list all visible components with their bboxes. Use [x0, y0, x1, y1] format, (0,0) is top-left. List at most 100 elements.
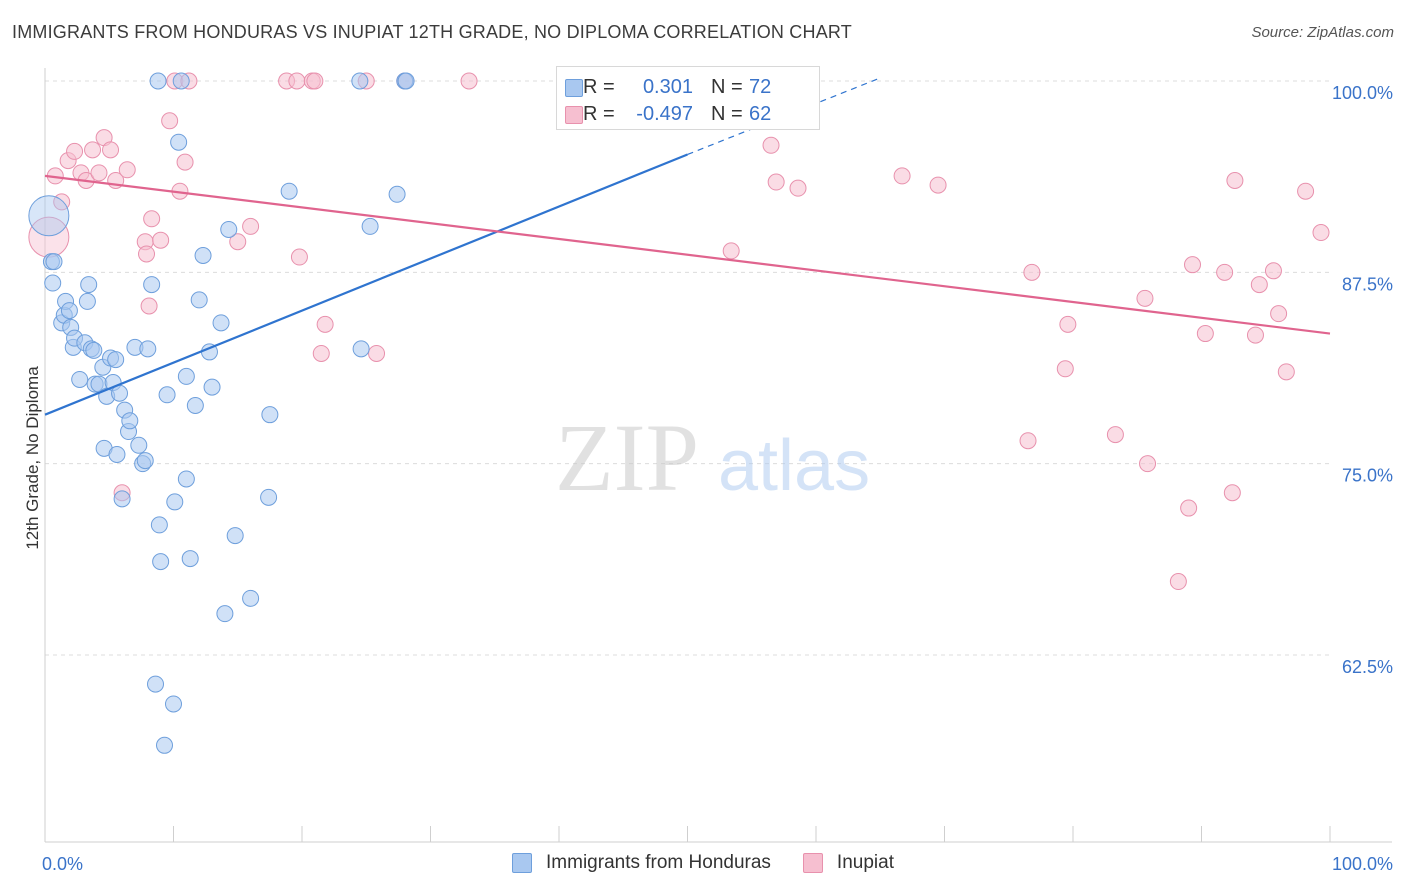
data-point: [1277, 363, 1295, 381]
legend-row-inupiat: R = -0.497 N = 62: [565, 99, 772, 129]
data-point: [156, 736, 174, 754]
data-point: [229, 233, 247, 251]
data-point: [1297, 182, 1315, 200]
legend-swatch-pink: [802, 853, 823, 873]
legend-label: Inupiat: [836, 852, 894, 873]
data-point: [186, 397, 204, 415]
legend-item-inupiat[interactable]: Inupiat: [802, 852, 894, 874]
data-point: [71, 370, 89, 388]
data-point: [368, 344, 386, 362]
data-point: [261, 406, 279, 424]
n-label: N =: [711, 75, 743, 98]
series-immigrants-from-honduras: [28, 72, 581, 754]
series-legend: Immigrants from Honduras Inupiat: [0, 852, 1406, 874]
y-tick-label: 62.5%: [1342, 657, 1393, 677]
data-point: [85, 341, 103, 359]
data-point: [152, 553, 170, 571]
data-point: [165, 695, 182, 713]
legend-label: Immigrants from Honduras: [546, 852, 771, 873]
data-point: [172, 72, 190, 90]
data-point: [203, 378, 221, 396]
data-point: [361, 217, 379, 235]
data-point: [893, 167, 911, 185]
data-point: [260, 488, 278, 506]
data-point: [78, 292, 96, 310]
data-point: [181, 550, 199, 568]
correlation-legend: R = 0.301 N = 72 R = -0.497 N = 62: [556, 66, 820, 130]
data-point: [290, 248, 308, 266]
data-point: [306, 72, 324, 90]
data-point: [136, 452, 154, 470]
data-point: [1059, 315, 1077, 333]
data-point: [45, 253, 63, 271]
data-point: [316, 315, 334, 333]
legend-swatch-blue: [512, 853, 533, 873]
data-point: [1216, 263, 1234, 281]
data-point: [1226, 171, 1244, 189]
legend-item-honduras[interactable]: Immigrants from Honduras: [512, 852, 771, 874]
data-point: [1136, 289, 1154, 307]
data-point: [130, 436, 148, 454]
chart-title: IMMIGRANTS FROM HONDURAS VS INUPIAT 12TH…: [12, 22, 852, 42]
data-point: [140, 297, 158, 315]
data-point: [1139, 455, 1157, 473]
data-point: [1023, 263, 1041, 281]
data-point: [177, 367, 195, 385]
data-point: [351, 72, 369, 90]
data-point: [1270, 305, 1288, 323]
watermark-atlas: atlas: [718, 426, 870, 506]
r-label: R =: [583, 102, 615, 125]
data-point: [90, 164, 108, 182]
data-point: [166, 493, 184, 511]
data-point: [80, 276, 98, 294]
data-point: [1184, 256, 1202, 274]
data-point: [44, 274, 62, 292]
y-tick-label: 75.0%: [1342, 466, 1393, 486]
data-point: [288, 72, 306, 90]
data-point: [767, 173, 785, 191]
data-point: [1180, 499, 1198, 517]
source-label: Source: ZipAtlas.com: [1251, 24, 1394, 41]
data-point: [66, 142, 84, 160]
legend-swatch-pink: [565, 106, 583, 124]
data-point: [1223, 484, 1241, 502]
data-point: [1106, 426, 1124, 444]
data-point: [216, 605, 234, 623]
data-point: [108, 445, 126, 463]
legend-swatch-blue: [565, 79, 583, 97]
data-point: [190, 291, 208, 309]
data-point: [121, 412, 139, 430]
series-inupiat: [28, 72, 1330, 591]
axes: [44, 68, 1392, 843]
data-point: [150, 516, 168, 534]
data-point: [212, 314, 230, 332]
data-point: [143, 276, 161, 294]
data-point: [161, 112, 179, 130]
data-point: [1169, 573, 1187, 591]
data-point: [789, 179, 807, 197]
data-point: [280, 182, 298, 200]
data-point: [722, 242, 740, 260]
data-point: [176, 153, 194, 171]
data-point: [220, 220, 238, 238]
data-point: [139, 340, 157, 358]
data-point: [929, 176, 947, 194]
data-point: [170, 133, 188, 151]
data-point: [460, 72, 478, 90]
data-point: [1056, 360, 1074, 378]
y-tick-label: 100.0%: [1332, 83, 1393, 103]
n-value: 62: [749, 102, 772, 125]
data-point: [138, 245, 156, 263]
watermark-zip: ZIP: [555, 404, 699, 511]
x-tick-label: 100.0%: [1332, 854, 1393, 874]
data-point: [143, 210, 161, 228]
data-point: [762, 136, 780, 154]
data-point: [388, 185, 406, 203]
data-point: [28, 195, 70, 237]
data-point: [1019, 432, 1037, 450]
data-point: [147, 675, 165, 693]
data-point: [312, 344, 330, 362]
data-point: [194, 246, 212, 264]
data-point: [118, 161, 136, 179]
